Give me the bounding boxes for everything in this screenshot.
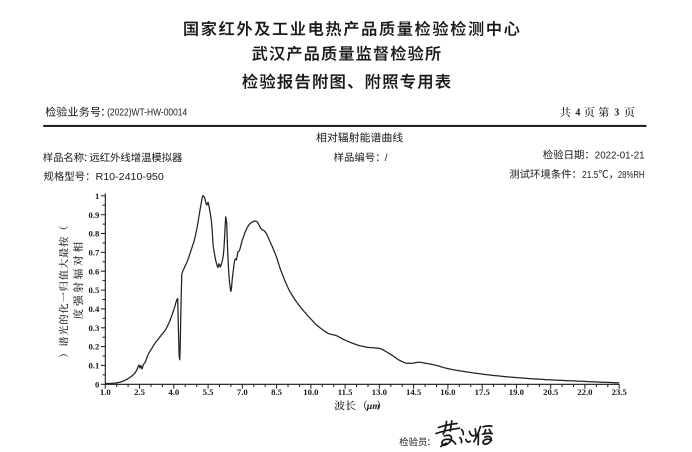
svg-text:2022-01-21: 2022-01-21 <box>595 150 645 161</box>
svg-text:0: 0 <box>95 379 100 389</box>
svg-text:10.0: 10.0 <box>303 387 319 397</box>
svg-text:0.3: 0.3 <box>88 323 100 333</box>
svg-text:0.6: 0.6 <box>88 266 100 276</box>
svg-text:20.5: 20.5 <box>543 387 559 397</box>
svg-text:0.9: 0.9 <box>88 210 100 220</box>
svg-text:2.5: 2.5 <box>134 387 146 397</box>
svg-text:28%RH: 28%RH <box>618 170 645 181</box>
svg-text:1: 1 <box>95 191 99 201</box>
svg-text:μm: μm <box>366 401 380 412</box>
svg-text:19.0: 19.0 <box>509 387 525 397</box>
svg-text:14.5: 14.5 <box>406 387 422 397</box>
svg-text:0.8: 0.8 <box>88 229 100 239</box>
svg-text:17.5: 17.5 <box>475 387 491 397</box>
svg-text:0.5: 0.5 <box>88 285 100 295</box>
svg-text:22.0: 22.0 <box>577 387 593 397</box>
svg-text:21.5: 21.5 <box>582 170 599 181</box>
svg-text:8.5: 8.5 <box>271 387 283 397</box>
svg-text:5.5: 5.5 <box>203 387 215 397</box>
svg-text:11.5: 11.5 <box>338 387 353 397</box>
svg-text:0.4: 0.4 <box>88 304 100 314</box>
svg-text:0.1: 0.1 <box>88 361 99 371</box>
svg-text:13.0: 13.0 <box>372 387 388 397</box>
svg-text:1.0: 1.0 <box>100 387 112 397</box>
svg-text:R10-2410-950: R10-2410-950 <box>96 172 165 183</box>
svg-text:23.5: 23.5 <box>612 387 628 397</box>
svg-text:7.0: 7.0 <box>237 387 249 397</box>
svg-text:(2022)WT-HW-00014: (2022)WT-HW-00014 <box>107 108 187 119</box>
svg-text:3: 3 <box>614 108 619 119</box>
svg-text:0.2: 0.2 <box>88 342 99 352</box>
svg-text:/: / <box>385 153 388 164</box>
svg-text:4.0: 4.0 <box>168 387 180 397</box>
svg-text:4: 4 <box>575 108 580 119</box>
svg-text:16.0: 16.0 <box>440 387 456 397</box>
svg-text:0.7: 0.7 <box>88 248 100 258</box>
